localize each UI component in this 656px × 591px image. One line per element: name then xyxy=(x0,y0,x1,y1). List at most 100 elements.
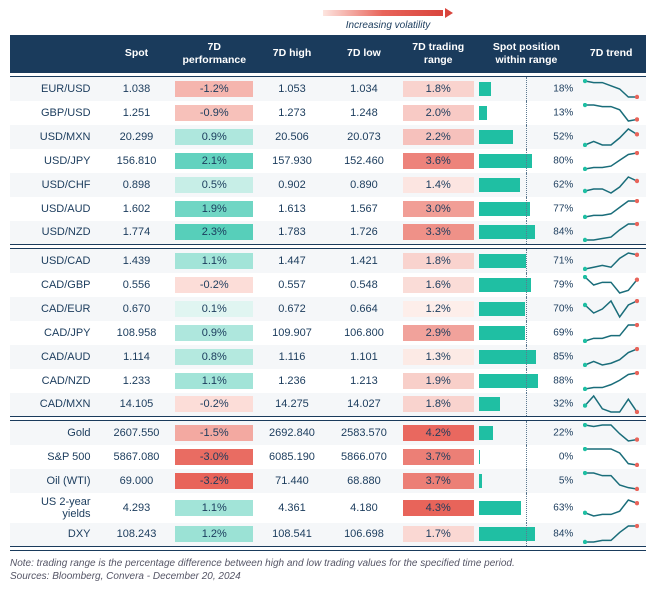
high-cell: 4.361 xyxy=(256,493,328,523)
table-row: USD/JPY 156.810 2.1% 157.930 152.460 3.6… xyxy=(10,149,646,173)
spot-cell: 1.038 xyxy=(101,77,173,101)
spot-cell: 1.602 xyxy=(101,197,173,221)
table-row: GBP/USD 1.251 -0.9% 1.273 1.248 2.0% 13% xyxy=(10,101,646,125)
perf-cell: 2.3% xyxy=(172,221,256,245)
trend-cell xyxy=(576,321,646,345)
range-cell: 1.6% xyxy=(400,273,477,297)
high-cell: 109.907 xyxy=(256,321,328,345)
spot-position-cell: 71% xyxy=(477,249,577,273)
instrument-cell: S&P 500 xyxy=(10,445,101,469)
spot-cell: 1.251 xyxy=(101,101,173,125)
header-trend: 7D trend xyxy=(576,35,646,73)
perf-cell: 1.1% xyxy=(172,493,256,523)
header-row: Spot 7D performance 7D high 7D low 7D tr… xyxy=(10,35,646,73)
perf-cell: -0.9% xyxy=(172,101,256,125)
table-row: Oil (WTI) 69.000 -3.2% 71.440 68.880 3.7… xyxy=(10,469,646,493)
volatility-legend: Increasing volatility xyxy=(130,8,646,31)
table-row: Gold 2607.550 -1.5% 2692.840 2583.570 4.… xyxy=(10,421,646,445)
low-cell: 1.726 xyxy=(328,221,400,245)
high-cell: 1.273 xyxy=(256,101,328,125)
table-row: EUR/USD 1.038 -1.2% 1.053 1.034 1.8% 18% xyxy=(10,77,646,101)
perf-cell: -0.2% xyxy=(172,393,256,417)
trend-cell xyxy=(576,421,646,445)
low-cell: 106.698 xyxy=(328,523,400,547)
high-cell: 1.783 xyxy=(256,221,328,245)
trend-cell xyxy=(576,393,646,417)
range-cell: 2.2% xyxy=(400,125,477,149)
instrument-cell: CAD/AUD xyxy=(10,345,101,369)
spot-cell: 69.000 xyxy=(101,469,173,493)
spot-position-cell: 0% xyxy=(477,445,577,469)
table-row: CAD/EUR 0.670 0.1% 0.672 0.664 1.2% 70% xyxy=(10,297,646,321)
spot-position-cell: 69% xyxy=(477,321,577,345)
volatility-arrowhead-icon xyxy=(445,8,453,18)
range-cell: 4.2% xyxy=(400,421,477,445)
header-spot: Spot xyxy=(101,35,173,73)
high-cell: 71.440 xyxy=(256,469,328,493)
spot-position-cell: 63% xyxy=(477,493,577,523)
trend-cell xyxy=(576,445,646,469)
spot-position-cell: 62% xyxy=(477,173,577,197)
low-cell: 5866.070 xyxy=(328,445,400,469)
instrument-cell: USD/AUD xyxy=(10,197,101,221)
perf-cell: 0.5% xyxy=(172,173,256,197)
trend-cell xyxy=(576,273,646,297)
perf-cell: 0.8% xyxy=(172,345,256,369)
spot-position-cell: 5% xyxy=(477,469,577,493)
trend-cell xyxy=(576,149,646,173)
high-cell: 14.275 xyxy=(256,393,328,417)
low-cell: 152.460 xyxy=(328,149,400,173)
header-perf: 7D performance xyxy=(172,35,256,73)
range-cell: 1.9% xyxy=(400,369,477,393)
instrument-cell: CAD/EUR xyxy=(10,297,101,321)
range-cell: 1.8% xyxy=(400,77,477,101)
spot-position-cell: 52% xyxy=(477,125,577,149)
low-cell: 4.180 xyxy=(328,493,400,523)
low-cell: 2583.570 xyxy=(328,421,400,445)
table-row: CAD/JPY 108.958 0.9% 109.907 106.800 2.9… xyxy=(10,321,646,345)
high-cell: 20.506 xyxy=(256,125,328,149)
range-cell: 1.3% xyxy=(400,345,477,369)
footnote-line1: Note: trading range is the percentage di… xyxy=(10,557,646,570)
spot-position-cell: 22% xyxy=(477,421,577,445)
spot-cell: 1.774 xyxy=(101,221,173,245)
high-cell: 6085.190 xyxy=(256,445,328,469)
spot-cell: 20.299 xyxy=(101,125,173,149)
table-row: CAD/NZD 1.233 1.1% 1.236 1.213 1.9% 88% xyxy=(10,369,646,393)
spot-position-cell: 84% xyxy=(477,221,577,245)
trend-cell xyxy=(576,221,646,245)
perf-cell: -3.0% xyxy=(172,445,256,469)
table-row: S&P 500 5867.080 -3.0% 6085.190 5866.070… xyxy=(10,445,646,469)
high-cell: 0.672 xyxy=(256,297,328,321)
high-cell: 1.613 xyxy=(256,197,328,221)
instrument-cell: CAD/GBP xyxy=(10,273,101,297)
spot-position-cell: 85% xyxy=(477,345,577,369)
instrument-cell: US 2-year yields xyxy=(10,493,101,523)
range-cell: 3.3% xyxy=(400,221,477,245)
volatility-arrow xyxy=(130,8,646,18)
header-range: 7D trading range xyxy=(400,35,477,73)
instrument-cell: CAD/JPY xyxy=(10,321,101,345)
perf-cell: -1.5% xyxy=(172,421,256,445)
table-row: CAD/MXN 14.105 -0.2% 14.275 14.027 1.8% … xyxy=(10,393,646,417)
spot-cell: 108.958 xyxy=(101,321,173,345)
table-row: USD/NZD 1.774 2.3% 1.783 1.726 3.3% 84% xyxy=(10,221,646,245)
instrument-cell: USD/CAD xyxy=(10,249,101,273)
perf-cell: -0.2% xyxy=(172,273,256,297)
table-row: USD/MXN 20.299 0.9% 20.506 20.073 2.2% 5… xyxy=(10,125,646,149)
range-cell: 1.2% xyxy=(400,297,477,321)
low-cell: 0.890 xyxy=(328,173,400,197)
spot-cell: 14.105 xyxy=(101,393,173,417)
low-cell: 1.213 xyxy=(328,369,400,393)
instrument-cell: EUR/USD xyxy=(10,77,101,101)
table-row: USD/CHF 0.898 0.5% 0.902 0.890 1.4% 62% xyxy=(10,173,646,197)
range-cell: 1.8% xyxy=(400,393,477,417)
volatility-label: Increasing volatility xyxy=(130,20,646,31)
table-row: USD/AUD 1.602 1.9% 1.613 1.567 3.0% 77% xyxy=(10,197,646,221)
spot-cell: 1.233 xyxy=(101,369,173,393)
instrument-cell: USD/NZD xyxy=(10,221,101,245)
high-cell: 2692.840 xyxy=(256,421,328,445)
range-cell: 3.7% xyxy=(400,469,477,493)
header-pos: Spot position within range xyxy=(477,35,577,73)
spot-position-cell: 77% xyxy=(477,197,577,221)
